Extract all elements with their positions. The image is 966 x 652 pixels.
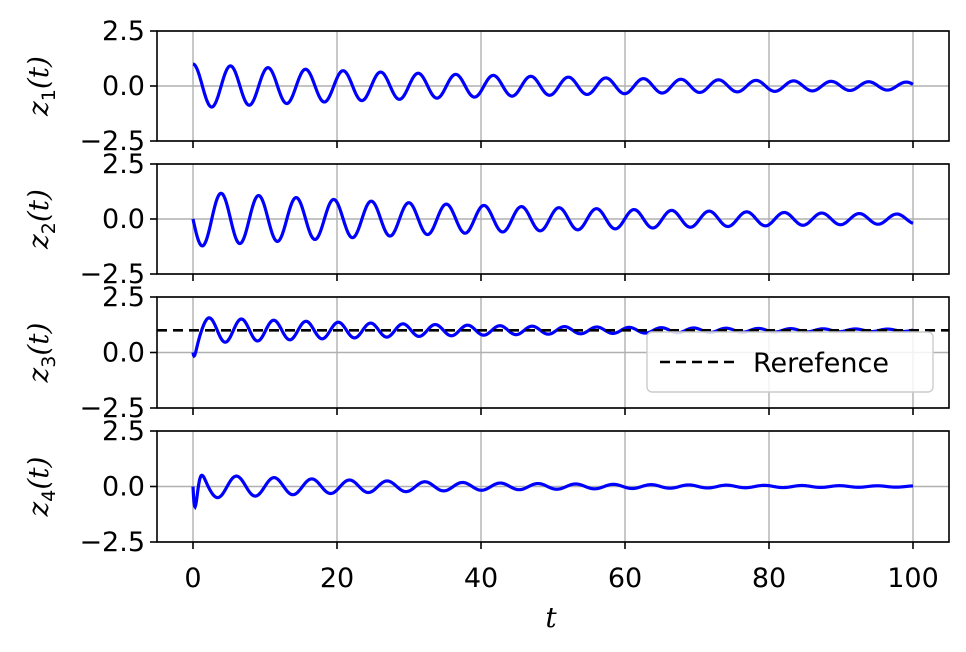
- legend: Rerefence: [646, 331, 934, 393]
- y-tick-label: 2.5: [102, 282, 145, 313]
- y-axis-label: z4(t): [22, 457, 60, 518]
- y-tick-label: −2.5: [79, 126, 145, 157]
- y-tick-label: 2.5: [102, 149, 145, 180]
- x-axis-label: t: [545, 601, 557, 634]
- y-tick-label: −2.5: [79, 393, 145, 424]
- y-tick-label: 2.5: [102, 416, 145, 447]
- subplot-1: −2.5 0.0 2.5 z1(t): [22, 16, 950, 157]
- subplot-3: −2.5 0.0 2.5 z3(t) Rerefence: [22, 282, 950, 424]
- series-line-2: [191, 191, 914, 248]
- y-axis-label: z1(t): [22, 56, 60, 117]
- legend-box: [646, 331, 934, 393]
- subplot-2: −2.5 0.0 2.5 z2(t): [22, 149, 950, 290]
- y-tick-label: −2.5: [79, 259, 145, 290]
- legend-label: Rerefence: [753, 348, 889, 379]
- y-axis-label: z2(t): [22, 189, 60, 250]
- series-line-1: [192, 62, 914, 109]
- y-tick-label: −2.5: [79, 527, 145, 558]
- x-tick-label: 0: [184, 563, 201, 594]
- series-line-3: [191, 316, 914, 359]
- x-tick-label: 80: [752, 563, 786, 594]
- x-tick-label: 100: [887, 563, 939, 594]
- subplot-4: −2.5 0.0 2.5 z4(t): [22, 416, 950, 558]
- y-tick-label: 0.0: [102, 204, 145, 235]
- x-tick-label: 20: [320, 563, 354, 594]
- x-tick-label: 60: [608, 563, 642, 594]
- y-axis-label: z3(t): [22, 323, 60, 384]
- y-tick-label: 0.0: [102, 338, 145, 369]
- y-tick-label: 2.5: [102, 16, 145, 47]
- y-tick-label: 0.0: [102, 472, 145, 503]
- y-tick-label: 0.0: [102, 71, 145, 102]
- series-line-4: [191, 473, 914, 511]
- x-tick-label: 40: [464, 563, 498, 594]
